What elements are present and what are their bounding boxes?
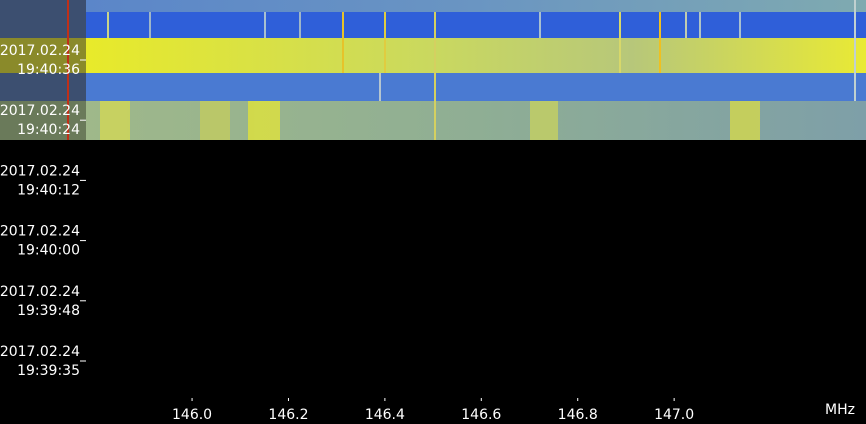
x-tick-label: 147.0 <box>654 407 694 423</box>
spectrogram <box>0 0 866 140</box>
x-axis-label: MHz <box>825 402 855 418</box>
y-tick-time: 19:40:12 <box>17 182 80 198</box>
y-tick-date: 2017.02.24 <box>0 284 80 300</box>
noise-bursts <box>100 101 760 140</box>
spectrum-row <box>86 0 866 12</box>
y-tick-time: 19:39:35 <box>17 363 80 379</box>
x-tick-label: 146.6 <box>461 407 501 423</box>
y-tick-date: 2017.02.24 <box>0 43 80 59</box>
y-tick-date: 2017.02.24 <box>0 163 80 179</box>
y-tick-time: 19:39:48 <box>17 303 80 319</box>
history-strip <box>0 38 86 73</box>
y-tick-date: 2017.02.24 <box>0 103 80 119</box>
y-tick-date: 2017.02.24 <box>0 344 80 360</box>
y-tick-time: 19:40:00 <box>17 243 80 259</box>
x-tick-label: 146.0 <box>172 407 212 423</box>
x-tick-label: 146.8 <box>558 407 598 423</box>
spectrum-row <box>86 73 866 101</box>
spectrum-row <box>86 12 866 38</box>
history-strip <box>0 101 86 140</box>
y-tick-time: 19:40:36 <box>17 62 80 78</box>
x-tick-label: 146.2 <box>268 407 308 423</box>
spectrum-row <box>86 38 866 73</box>
y-tick-date: 2017.02.24 <box>0 224 80 240</box>
signal-lines <box>107 0 856 140</box>
y-tick-time: 19:40:24 <box>17 122 80 138</box>
x-tick-label: 146.4 <box>365 407 405 423</box>
